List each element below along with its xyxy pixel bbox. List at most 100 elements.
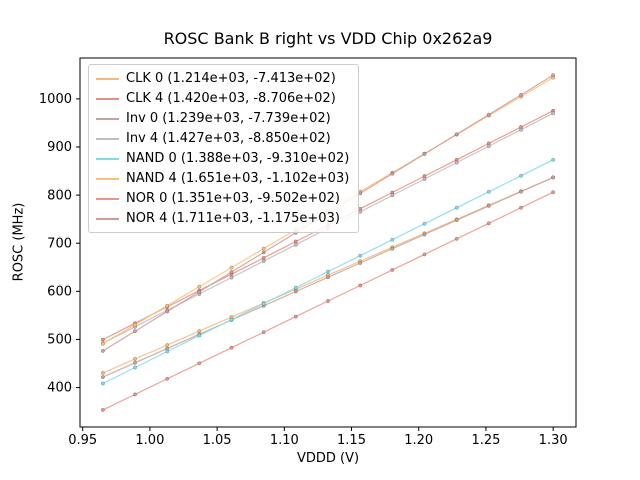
y-tick-label: 500: [47, 333, 72, 348]
series-marker-inv-0: [390, 246, 395, 251]
series-marker-nor-0: [293, 314, 298, 319]
x-tick-label: 1.10: [270, 433, 299, 448]
series-marker-nand-0: [326, 269, 330, 274]
axes-frame: [79, 57, 577, 428]
series-marker-nor-4: [100, 348, 105, 353]
legend-line-swatch: [96, 177, 119, 180]
series-marker-nand-4: [261, 246, 266, 251]
series-marker-inv-4: [261, 259, 266, 264]
series-marker-nor-4: [551, 73, 556, 78]
series-marker-nor-0: [165, 376, 170, 381]
series-marker-inv-0: [326, 275, 330, 280]
series-marker-inv-0: [519, 189, 523, 194]
legend-line-swatch: [96, 137, 119, 140]
series-marker-nor-4: [454, 132, 459, 137]
series-marker-inv-4: [454, 160, 459, 165]
series-marker-clk-4: [293, 239, 298, 244]
series-marker-inv-4: [229, 275, 234, 280]
series-marker-nor-4: [486, 112, 491, 117]
legend-item: NAND 4 (1.651e+03, -1.102e+03): [96, 170, 349, 187]
legend-label: NAND 0 (1.388e+03, -9.310e+02): [126, 151, 350, 166]
series-marker-nor-0: [261, 330, 266, 335]
series-marker-nand-0: [261, 301, 266, 306]
series-marker-inv-0: [358, 261, 363, 265]
series-marker-nor-4: [390, 171, 395, 176]
legend-line-swatch: [96, 117, 119, 120]
series-marker-nand-0: [293, 285, 298, 290]
legend-item: CLK 0 (1.214e+03, -7.413e+02): [96, 70, 349, 87]
y-axis-label: ROSC (MHz): [11, 202, 27, 282]
y-tick-label: 600: [47, 284, 72, 299]
legend-label: Inv 4 (1.427e+03, -8.850e+02): [126, 131, 331, 146]
series-marker-nor-0: [229, 345, 234, 350]
series-marker-nand-0: [229, 317, 234, 322]
series-marker-nor-0: [454, 236, 459, 241]
legend-item: Inv 4 (1.427e+03, -8.850e+02): [96, 130, 349, 147]
series-marker-inv-4: [486, 144, 491, 149]
series-marker-nand-0: [100, 381, 105, 386]
x-tick-label: 1.05: [203, 433, 232, 448]
series-marker-nor-0: [133, 392, 137, 397]
legend-item: NAND 0 (1.388e+03, -9.310e+02): [96, 150, 349, 167]
series-marker-inv-0: [454, 218, 459, 223]
series-marker-nand-0: [551, 157, 556, 162]
series-marker-inv-0: [551, 175, 556, 180]
series-marker-clk-4: [100, 337, 105, 342]
series-marker-clk-4: [261, 255, 266, 260]
series-marker-nand-4: [133, 322, 137, 327]
series-marker-inv-0: [422, 232, 427, 237]
series-marker-inv-0: [100, 375, 105, 380]
series-marker-nor-0: [100, 407, 105, 412]
y-tick-label: 1000: [39, 92, 72, 107]
series-marker-nor-0: [486, 221, 491, 226]
series-marker-clk-0: [165, 343, 170, 348]
series-marker-nor-0: [197, 361, 202, 366]
legend-line-swatch: [96, 77, 119, 80]
series-marker-clk-0: [197, 329, 202, 334]
series-marker-nand-0: [486, 189, 491, 194]
series-marker-nand-4: [197, 284, 202, 289]
legend-label: NOR 0 (1.351e+03, -9.502e+02): [126, 191, 340, 206]
series-marker-nor-4: [165, 309, 170, 314]
series-marker-nand-0: [133, 365, 137, 370]
series-marker-nor-4: [197, 289, 202, 294]
x-tick-label: 1.20: [404, 433, 433, 448]
series-marker-inv-4: [422, 177, 427, 181]
series-marker-nor-4: [261, 250, 266, 255]
x-tick-label: 0.95: [68, 433, 97, 448]
series-marker-nor-0: [519, 205, 523, 210]
y-tick-label: 700: [47, 236, 72, 251]
series-marker-inv-0: [486, 203, 491, 208]
series-marker-nor-4: [229, 270, 234, 275]
series-marker-nor-0: [358, 283, 363, 288]
series-marker-inv-4: [519, 127, 523, 132]
legend-label: NAND 4 (1.651e+03, -1.102e+03): [126, 171, 350, 186]
series-marker-nand-0: [390, 237, 395, 242]
x-tick-label: 1.30: [539, 433, 568, 448]
series-marker-clk-0: [100, 371, 105, 375]
legend-item: NOR 0 (1.351e+03, -9.502e+02): [96, 190, 349, 207]
series-marker-inv-0: [133, 360, 137, 365]
legend: CLK 0 (1.214e+03, -7.413e+02) CLK 4 (1.42…: [88, 64, 360, 233]
series-marker-nand-0: [454, 205, 459, 210]
legend-label: Inv 0 (1.239e+03, -7.739e+02): [126, 111, 331, 126]
series-marker-nand-4: [165, 303, 170, 308]
series-marker-nand-0: [165, 349, 170, 354]
series-marker-nor-0: [422, 252, 427, 257]
series-marker-nor-0: [390, 267, 395, 272]
series-marker-nand-0: [358, 253, 363, 258]
legend-label: CLK 4 (1.420e+03, -8.706e+02): [126, 91, 336, 106]
series-marker-nor-0: [326, 299, 330, 303]
series-marker-nand-0: [197, 333, 202, 338]
series-marker-nor-0: [551, 190, 556, 195]
series-marker-inv-0: [293, 289, 298, 294]
x-tick-label: 1.15: [337, 433, 366, 448]
y-tick-label: 900: [47, 140, 72, 155]
x-tick-label: 1.25: [471, 433, 500, 448]
y-tick-label: 800: [47, 188, 72, 203]
series-marker-nand-4: [229, 265, 234, 270]
series-marker-inv-4: [551, 111, 556, 116]
chart-title: ROSC Bank B right vs VDD Chip 0x262a9: [163, 29, 493, 48]
